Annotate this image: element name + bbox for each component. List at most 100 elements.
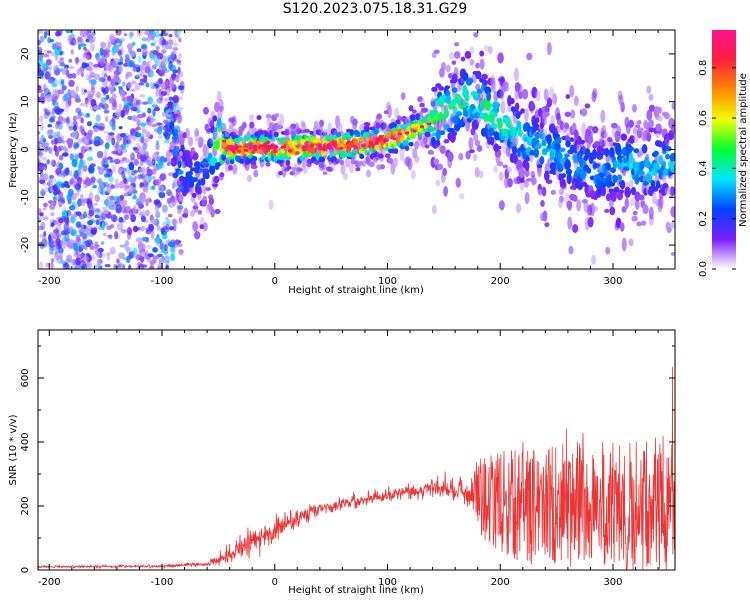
noise-cell	[86, 200, 93, 205]
spectral-cell	[567, 216, 573, 230]
spectral-cell	[439, 145, 446, 155]
noise-cell	[75, 57, 79, 65]
snr-ylabel: SNR (10 * v/v)	[8, 414, 19, 485]
noise-cell	[143, 62, 150, 67]
noise-cell	[159, 70, 166, 75]
noise-cell	[56, 136, 63, 144]
spectral-cell	[665, 154, 671, 160]
spectral-cell	[471, 119, 478, 130]
noise-cell	[116, 145, 122, 154]
noise-cell	[79, 231, 86, 237]
noise-cell	[108, 97, 115, 104]
noise-cell	[156, 224, 161, 231]
spectral-peak	[309, 143, 315, 148]
noise-cell	[132, 147, 138, 151]
spectral-cell	[632, 211, 638, 216]
noise-cell	[170, 118, 176, 123]
noise-cell	[145, 82, 150, 88]
noise-cell	[43, 207, 47, 211]
noise-cell	[39, 54, 45, 59]
spectral-cell	[579, 139, 586, 145]
spectral-cell	[355, 167, 361, 172]
noise-cell	[106, 156, 113, 160]
noise-cell	[56, 180, 63, 186]
noise-cell	[140, 225, 145, 232]
noise-cell	[96, 258, 101, 268]
noise-cell	[81, 87, 87, 96]
noise-cell	[139, 182, 145, 188]
noise-cell	[176, 130, 184, 136]
noise-cell	[98, 166, 104, 175]
spectral-cell	[447, 151, 454, 163]
spectral-cell	[204, 172, 210, 180]
spectral-cell	[274, 113, 280, 118]
noise-cell	[107, 75, 112, 81]
noise-cell	[161, 41, 168, 49]
spectral-peak	[331, 142, 337, 146]
noise-cell	[94, 208, 101, 213]
noise-cell	[177, 209, 181, 215]
y-tick-label: -20	[20, 237, 31, 253]
spectral-cell	[648, 126, 655, 133]
noise-cell	[47, 200, 54, 204]
noise-cell	[128, 161, 135, 171]
spectral-cell	[550, 189, 556, 195]
noise-cell	[79, 43, 87, 47]
spectral-cell	[535, 90, 541, 102]
noise-cell	[166, 197, 172, 204]
spectral-cell	[431, 86, 438, 92]
noise-cell	[67, 142, 73, 149]
noise-cell	[172, 180, 176, 189]
noise-cell	[161, 234, 168, 240]
noise-cell	[84, 178, 92, 187]
noise-cell	[121, 263, 126, 269]
spectral-cell	[634, 191, 641, 202]
noise-cell	[155, 45, 160, 51]
noise-cell	[93, 202, 98, 206]
spectral-cell	[456, 111, 463, 117]
spectral-cell	[435, 179, 441, 187]
spectral-cell	[216, 90, 222, 102]
noise-cell	[78, 159, 86, 168]
noise-cell	[66, 116, 70, 125]
noise-cell	[112, 103, 118, 110]
noise-cell	[178, 249, 185, 254]
noise-cell	[158, 191, 166, 199]
noise-cell	[120, 133, 127, 138]
noise-cell	[90, 79, 97, 86]
noise-cell	[43, 87, 50, 97]
noise-cell	[68, 241, 74, 250]
spectral-cell	[455, 177, 461, 188]
spectral-cell	[523, 179, 529, 188]
noise-cell	[169, 82, 176, 89]
noise-cell	[68, 65, 75, 70]
noise-cell	[88, 192, 94, 201]
spectral-cell	[322, 171, 328, 176]
y-tick-label: 600	[20, 368, 31, 387]
noise-cell	[175, 30, 182, 35]
noise-cell	[75, 264, 80, 269]
spectral-cell	[204, 187, 212, 191]
spectral-cell	[541, 186, 547, 197]
spectral-cell	[483, 45, 489, 52]
spectral-cell	[515, 203, 521, 214]
spectral-cell	[193, 152, 199, 161]
noise-cell	[52, 88, 57, 98]
noise-cell	[167, 56, 175, 64]
noise-cell	[111, 62, 117, 68]
spectral-cell	[381, 148, 387, 155]
noise-cell	[177, 85, 185, 91]
spectral-cell	[619, 222, 625, 232]
noise-cell	[168, 39, 174, 46]
spectral-cell	[453, 51, 461, 59]
spectral-cell	[499, 90, 505, 100]
spectral-cell	[485, 114, 491, 122]
spectral-cell	[655, 106, 663, 114]
noise-cell	[154, 106, 161, 112]
noise-cell	[38, 142, 41, 150]
noise-cell	[76, 35, 81, 42]
spectral-cell	[650, 179, 656, 188]
noise-cell	[38, 70, 44, 78]
spectral-cell	[263, 142, 268, 149]
spectral-cell	[524, 161, 530, 171]
